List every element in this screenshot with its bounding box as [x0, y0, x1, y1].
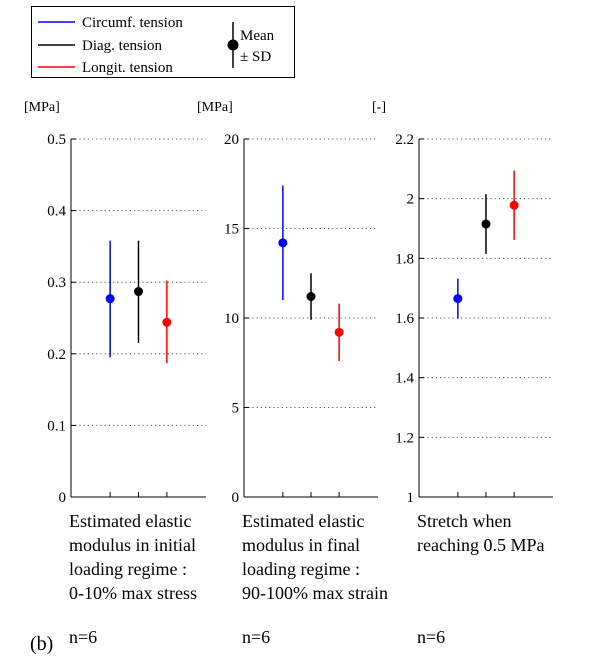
y-tick-label: 1.6: [395, 311, 414, 327]
legend-label-longit: Longit. tension: [82, 60, 173, 76]
mean-point: [162, 317, 172, 327]
mean-point: [306, 292, 316, 302]
y-tick-label: 1: [407, 490, 415, 506]
y-tick-label: 1.4: [395, 371, 414, 387]
caption-line: 0-10% max stress: [69, 583, 197, 603]
y-tick-label: 15: [224, 222, 239, 238]
mean-point: [105, 294, 115, 304]
y-tick-label: 0.4: [47, 204, 66, 220]
panel-initial-modulus: 0 0.1 0.2 0.3 0.4 0.5 [MPa] Estimated elastic mo…: [24, 100, 206, 647]
mean-point: [481, 219, 491, 229]
caption-line: 90-100% max strain: [242, 583, 388, 603]
caption-line: modulus in final: [242, 535, 360, 555]
caption-line: Estimated elastic: [69, 511, 191, 531]
y-tick-label: 5: [232, 401, 240, 417]
caption-line: modulus in initial: [69, 535, 196, 555]
unit-label: [-]: [372, 100, 386, 115]
mean-point: [134, 287, 143, 297]
caption-line: Stretch when: [417, 511, 511, 531]
mean-point: [509, 200, 519, 210]
caption-line: loading regime :: [242, 559, 360, 579]
y-tick-label: 0: [59, 490, 67, 506]
panel-label: (b): [30, 633, 53, 655]
panel-final-modulus: 0 5 10 15 20 [MPa] Estimated elastic modulus in…: [197, 100, 388, 647]
panel-stretch: 1 1.2 1.4 1.6 1.8 2 2.2 [-] Stretch when reaching…: [372, 100, 553, 647]
caption-line: Estimated elastic: [242, 511, 364, 531]
y-tick-label: 10: [224, 311, 239, 327]
legend-marker-label-mean: Mean: [240, 28, 275, 44]
caption-line: loading regime :: [69, 559, 187, 579]
legend-box: [31, 6, 295, 78]
caption-line: reaching 0.5 MPa: [417, 535, 544, 555]
mean-point: [334, 327, 344, 337]
n-label: n=6: [417, 627, 445, 647]
y-tick-label: 2.2: [395, 132, 414, 148]
unit-label: [MPa]: [197, 100, 233, 115]
legend-label-circumf: Circumf. tension: [82, 15, 183, 31]
n-label: n=6: [69, 627, 97, 647]
mean-point: [278, 238, 288, 248]
legend-label-diag: Diag. tension: [82, 38, 162, 54]
y-tick-label: 1.2: [395, 430, 414, 446]
y-tick-label: 0.2: [47, 347, 66, 363]
legend-marker-label-sd: ± SD: [240, 49, 271, 65]
unit-label: [MPa]: [24, 100, 60, 115]
mean-point: [453, 294, 463, 304]
n-label: n=6: [242, 627, 270, 647]
y-tick-label: 0: [232, 490, 240, 506]
y-tick-label: 20: [224, 132, 239, 148]
y-tick-label: 0.1: [47, 418, 66, 434]
y-tick-label: 0.5: [47, 132, 66, 148]
y-tick-label: 1.8: [395, 251, 414, 267]
legend: Circumf. tension Diag. tension Longit. t…: [31, 6, 295, 78]
legend-marker-mean-dot: [227, 39, 239, 51]
y-tick-label: 0.3: [47, 275, 66, 291]
y-tick-label: 2: [407, 192, 415, 208]
